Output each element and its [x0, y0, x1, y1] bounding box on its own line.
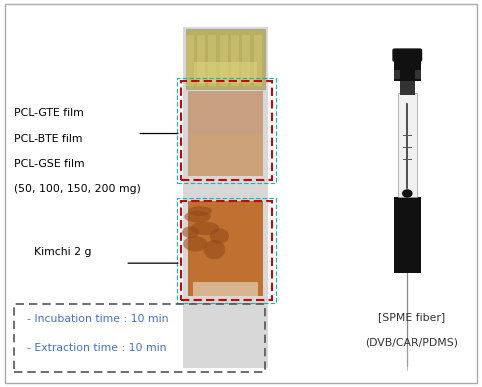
Ellipse shape [210, 228, 229, 244]
Bar [188, 201, 263, 296]
Text: [SPME fiber]: [SPME fiber] [378, 312, 446, 322]
Ellipse shape [204, 240, 226, 259]
Bar [183, 27, 268, 368]
Bar [181, 201, 272, 300]
Bar [186, 35, 193, 86]
Text: PCL-GSE film: PCL-GSE film [14, 159, 85, 169]
Bar [394, 52, 421, 81]
Text: (DVB/CAR/PDMS): (DVB/CAR/PDMS) [366, 337, 458, 348]
Bar [177, 198, 276, 303]
Text: (50, 100, 150, 200 mg): (50, 100, 150, 200 mg) [14, 184, 141, 194]
Bar [400, 79, 415, 95]
Bar [188, 134, 263, 176]
Bar [398, 93, 417, 197]
Bar [415, 70, 421, 79]
Bar [254, 35, 262, 86]
Ellipse shape [190, 221, 219, 235]
Ellipse shape [182, 226, 199, 238]
Text: - Incubation time : 10 min: - Incubation time : 10 min [27, 314, 168, 324]
Bar [181, 81, 272, 180]
Bar [231, 35, 239, 86]
Ellipse shape [402, 189, 413, 198]
Ellipse shape [188, 206, 212, 216]
Bar [208, 35, 216, 86]
Bar [188, 91, 263, 176]
FancyBboxPatch shape [392, 48, 422, 62]
Text: - Extraction time : 10 min: - Extraction time : 10 min [27, 343, 166, 353]
Bar [220, 35, 228, 86]
Bar [193, 282, 258, 296]
Bar [197, 35, 205, 86]
Text: PCL-GTE film: PCL-GTE film [14, 108, 84, 118]
Bar [394, 197, 421, 273]
Text: Kimchi 2 g: Kimchi 2 g [34, 247, 91, 257]
Bar [186, 29, 265, 89]
Ellipse shape [184, 211, 211, 223]
Bar [394, 70, 400, 79]
Bar [177, 78, 276, 183]
Ellipse shape [183, 236, 207, 252]
Bar [188, 176, 263, 201]
Bar [242, 35, 250, 86]
Bar [194, 62, 257, 83]
Bar [14, 304, 265, 372]
Text: PCL-BTE film: PCL-BTE film [14, 134, 83, 144]
